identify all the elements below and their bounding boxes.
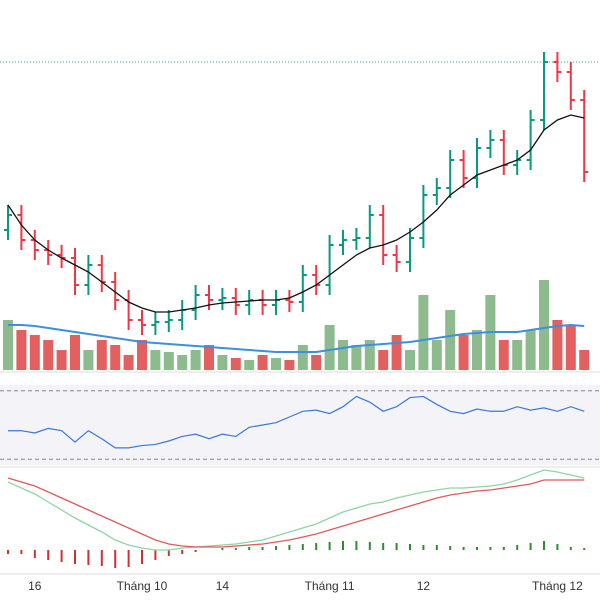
volume-bar bbox=[338, 340, 348, 370]
macd-line bbox=[7, 469, 585, 551]
volume-bar bbox=[552, 320, 563, 370]
volume-bar bbox=[190, 350, 201, 370]
volume-bar bbox=[378, 350, 389, 370]
volume-bar bbox=[579, 350, 590, 370]
volume-bar bbox=[244, 360, 255, 370]
volume-bar bbox=[271, 358, 281, 370]
x-tick-label: 12 bbox=[417, 579, 431, 593]
volume-bar bbox=[351, 345, 362, 370]
volume-bar bbox=[217, 355, 228, 370]
x-tick-label: 14 bbox=[216, 579, 230, 593]
volume-bar bbox=[391, 335, 402, 370]
volume-bar bbox=[525, 330, 536, 370]
volume-bar bbox=[458, 335, 469, 370]
rsi-line bbox=[8, 395, 585, 449]
signal-line bbox=[7, 477, 585, 548]
volume-ma-line bbox=[8, 323, 585, 353]
volume-bar bbox=[418, 295, 429, 370]
volume-bar bbox=[56, 350, 67, 370]
volume-bar bbox=[29, 335, 40, 370]
ma-line bbox=[7, 114, 585, 313]
volume-bar bbox=[498, 340, 509, 370]
volume-bar bbox=[123, 355, 134, 370]
volume-bar bbox=[512, 340, 523, 370]
volume-bar bbox=[230, 358, 241, 370]
volume-bar bbox=[364, 340, 375, 370]
x-tick-label: Tháng 12 bbox=[532, 579, 583, 593]
volume-bar bbox=[110, 345, 121, 370]
volume-bar bbox=[297, 345, 308, 370]
x-tick-label: Tháng 10 bbox=[117, 579, 168, 593]
volume-bar bbox=[565, 325, 576, 370]
volume-bar bbox=[83, 350, 94, 370]
volume-bar bbox=[204, 345, 214, 370]
volume-bar bbox=[445, 310, 456, 370]
volume-bar bbox=[324, 325, 335, 370]
x-tick-label: Tháng 11 bbox=[305, 579, 355, 593]
volume-bar bbox=[311, 355, 322, 370]
volume-bar bbox=[405, 350, 415, 370]
volume-bar bbox=[177, 355, 188, 370]
rsi-panel bbox=[0, 385, 600, 465]
volume-bar bbox=[3, 320, 13, 370]
volume-bar bbox=[150, 350, 161, 370]
volume-bar bbox=[472, 330, 482, 370]
volume-bar bbox=[431, 340, 442, 370]
volume-bar bbox=[96, 340, 107, 370]
volume-bar bbox=[70, 335, 80, 370]
volume-bar bbox=[163, 352, 174, 370]
volume-bar bbox=[284, 360, 295, 370]
volume-bar bbox=[16, 330, 27, 370]
x-tick-label: 16 bbox=[28, 579, 42, 593]
volume-bar bbox=[539, 280, 549, 370]
volume-bar bbox=[137, 340, 147, 370]
volume-bar bbox=[257, 355, 268, 370]
volume-bar bbox=[43, 340, 54, 370]
